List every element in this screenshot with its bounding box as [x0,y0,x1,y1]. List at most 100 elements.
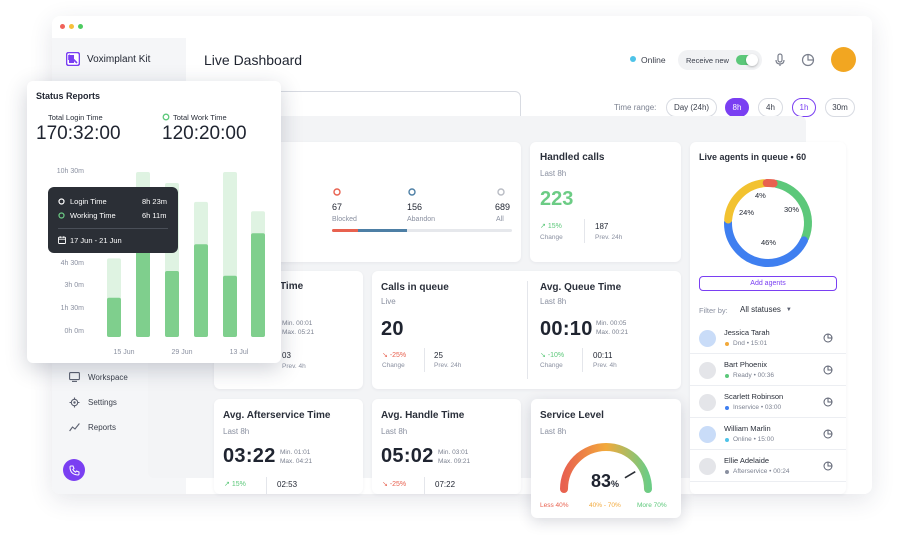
abandon-label: Abandon [407,216,436,223]
status-reports-title: Status Reports [36,91,101,101]
x-tick-label: 13 Jul [230,349,249,356]
agents-donut-chart [724,179,812,267]
divider [424,477,425,494]
status-filter-dropdown[interactable]: All statuses ▼ [740,305,792,314]
tooltip-login-value: 8h 23m [142,197,168,206]
avg-afterservice-prev: 02:53 [277,480,298,489]
agent-row[interactable]: Bart Phoenix Ready • 00:36 [690,354,846,386]
agent-row[interactable]: William Marlin Online • 15:00 [690,418,846,450]
calls-in-queue-change-label: Change [382,362,405,369]
add-agents-button[interactable]: Add agents [699,276,837,291]
avg-afterservice-min: Min. 01:01 [280,449,311,456]
abandon-marker-icon [408,188,416,196]
all-label: All [496,216,504,223]
working-time-bar[interactable] [251,233,265,337]
agent-name: Jessica Tarah [724,328,770,337]
login-marker-icon [58,198,65,205]
agent-status-dot [725,438,729,442]
y-tick-label: 4h 30m [61,260,85,267]
agent-status: Dnd • 15:01 [733,340,768,347]
agent-stats-icon[interactable] [823,429,833,439]
microphone-icon[interactable] [774,53,786,67]
voximplant-logo-icon [66,52,80,66]
minimize-window-icon[interactable] [69,24,74,29]
time-range-1h-button[interactable]: 1h [792,98,816,117]
avg-handle-max: Max. 09:21 [438,458,471,465]
agent-status-dot [725,470,729,474]
avg-afterservice-title: Avg. Afterservice Time [223,410,331,421]
time-range-8h-button[interactable]: 8h [725,98,749,117]
service-level-gauge [560,443,652,493]
tooltip-work-label: Working Time [70,211,116,220]
pie-chart-icon[interactable] [801,53,815,67]
time-card-max: Max. 05:21 [282,329,315,336]
agent-stats-icon[interactable] [823,461,833,471]
total-login-value: 170:32:00 [36,123,121,144]
handled-calls-prev: 187 [595,222,609,231]
agent-row[interactable]: Jessica Tarah Dnd • 15:01 [690,322,846,354]
x-tick-label: 15 Jun [113,349,134,356]
nav-reports[interactable]: Reports [69,422,116,432]
agent-row[interactable]: Scarlett Robinson Inservice • 03:00 [690,386,846,418]
gear-icon [69,397,80,408]
avg-handle-min: Min. 03:01 [438,449,469,456]
status-filter-value: All statuses [740,305,781,314]
avg-afterservice-max: Max. 04:21 [280,458,313,465]
tooltip-range: 17 Jun - 21 Jun [70,236,122,245]
receive-new-toggle[interactable]: Receive new [678,50,762,70]
avg-handle-prev: 07:22 [435,480,456,489]
divider [527,281,528,379]
calls-progress-track [332,229,512,232]
nav-settings[interactable]: Settings [69,397,117,408]
page-title: Live Dashboard [204,52,303,68]
agent-status-dot [725,406,729,410]
work-marker-icon [58,212,65,219]
receive-new-label: Receive new [686,56,729,65]
agent-name: William Marlin [724,424,771,433]
working-time-bar[interactable] [165,271,179,337]
service-level-unit: % [611,479,620,489]
queue-card: Calls in queue Live 20 ↘ -25% Change 25 … [372,271,681,389]
agent-row[interactable]: Ellie Adelaide Afterservice • 00:24 [690,450,846,482]
brand: Voximplant Kit [66,52,150,66]
total-work-label: Total Work Time [173,113,227,122]
phone-icon [68,465,79,476]
agent-name: Bart Phoenix [724,360,767,369]
nav-settings-label: Settings [88,398,117,407]
avg-handle-change-value: -25% [389,481,407,488]
donut-segment-46pct [724,218,808,267]
agent-stats-icon[interactable] [823,333,833,343]
time-range-day-button[interactable]: Day (24h) [666,98,717,117]
user-avatar[interactable] [831,47,856,72]
total-login-label: Total Login Time [48,113,103,122]
tooltip-login-label: Login Time [70,197,107,206]
time-range-30m-button[interactable]: 30m [825,98,855,117]
tooltip-work-value: 6h 11m [142,211,167,220]
working-time-bar[interactable] [107,297,121,337]
handled-calls-prev-label: Prev. 24h [595,234,623,241]
time-card-prev: 03 [282,351,291,360]
handled-calls-card: Handled calls Last 8h 223 ↗ 15% Change 1… [530,142,681,262]
nav-workspace[interactable]: Workspace [69,372,128,382]
time-range-4h-button[interactable]: 4h [758,98,783,117]
avg-queue-time-period: Last 8h [540,297,567,306]
agent-status: Ready • 00:36 [733,372,774,379]
working-time-bar[interactable] [194,244,208,337]
phone-widget-button[interactable] [63,459,85,481]
maximize-window-icon[interactable] [78,24,83,29]
online-status-text: Online [641,55,666,65]
agent-stats-icon[interactable] [823,365,833,375]
avg-handle-change: ↘ -25% [382,481,407,488]
avg-queue-time-change-label: Change [540,362,563,369]
calls-in-queue-change: ↘ -25% [382,352,407,359]
divider [424,348,425,372]
all-marker-icon [497,188,505,196]
avg-afterservice-period: Last 8h [223,427,250,436]
avg-handle-title: Avg. Handle Time [381,410,465,421]
total-work-value: 120:20:00 [162,123,247,144]
reports-icon [69,423,80,432]
close-window-icon[interactable] [60,24,65,29]
working-time-bar[interactable] [223,275,237,337]
avg-queue-time-prev-label: Prev. 4h [593,362,617,369]
agent-stats-icon[interactable] [823,397,833,407]
